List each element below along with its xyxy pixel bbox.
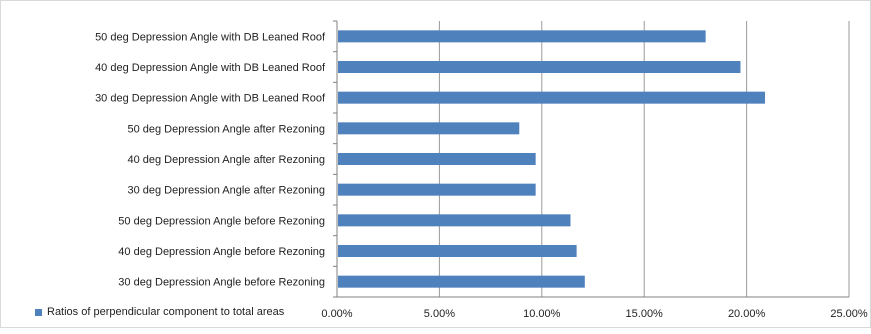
- bar: [338, 153, 536, 165]
- legend: Ratios of perpendicular component to tot…: [35, 306, 284, 318]
- bar: [338, 122, 520, 135]
- category-label: 50 deg Depression Angle before Rezoning: [118, 215, 325, 227]
- category-label: 40 deg Depression Angle after Rezoning: [127, 154, 325, 166]
- category-label: 30 deg Depression Angle after Rezoning: [127, 185, 325, 197]
- bar: [338, 183, 536, 196]
- category-label: 40 deg Depression Angle with DB Leaned R…: [95, 62, 326, 74]
- legend-swatch: [35, 308, 42, 316]
- category-label: 50 deg Depression Angle with DB Leaned R…: [95, 31, 326, 43]
- category-label: 30 deg Depression Angle with DB Leaned R…: [95, 93, 326, 105]
- x-tick-label: 25.00%: [830, 308, 868, 320]
- x-tick-label: 10.00%: [523, 308, 561, 320]
- category-label: 50 deg Depression Angle after Rezoning: [127, 123, 325, 135]
- bar: [338, 245, 577, 257]
- category-label: 40 deg Depression Angle before Rezoning: [118, 246, 325, 258]
- legend-label: Ratios of perpendicular component to tot…: [47, 306, 285, 318]
- x-tick-label: 15.00%: [626, 308, 664, 320]
- bar: [338, 61, 741, 73]
- x-tick-label: 20.00%: [728, 308, 766, 320]
- bar: [338, 275, 585, 288]
- bar: [338, 30, 706, 43]
- bar: [338, 214, 571, 227]
- x-tick-label: 0.00%: [321, 308, 352, 320]
- category-label: 30 deg Depression Angle before Rezoning: [118, 277, 325, 289]
- bar: [338, 91, 766, 104]
- x-tick-label: 5.00%: [424, 308, 455, 320]
